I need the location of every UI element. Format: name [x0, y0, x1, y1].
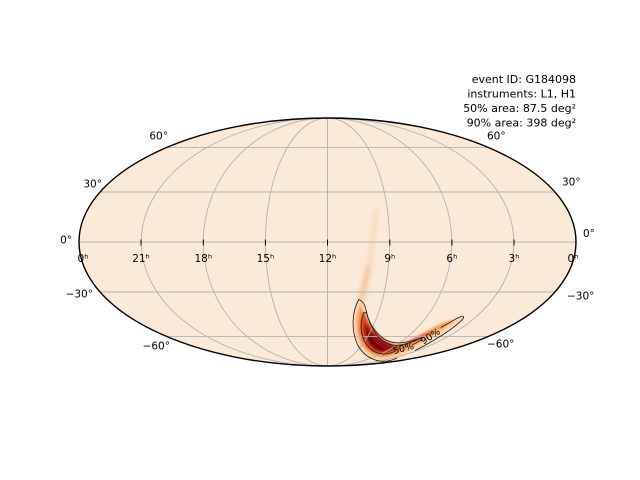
declination-labels-right: 60° 30° 0° −30° −60°: [487, 131, 595, 351]
hour-label-0h-left: 0ʰ: [78, 253, 89, 265]
equator-ticks: [140, 239, 515, 246]
dec-label-right-30n: 30°: [562, 177, 581, 189]
hour-label-18h: 18ʰ: [194, 253, 212, 265]
hour-label-3h: 3ʰ: [509, 253, 520, 265]
hour-label-0h-right: 0ʰ: [568, 253, 579, 265]
declination-labels-left: 60° 30° 0° −30° −60°: [60, 131, 170, 353]
credible-contours: [352, 299, 464, 362]
sky-map-outline: [78, 117, 577, 367]
contour-90-tail: [414, 315, 464, 351]
contour-50-left: [360, 313, 397, 355]
area-50-text: 50% area: 87.5 deg²: [463, 102, 576, 115]
dec-label-right-60s: −60°: [487, 339, 514, 351]
dec-label-left-60n: 60°: [149, 131, 168, 143]
dec-label-left-30n: 30°: [83, 179, 102, 191]
hour-label-6h: 6ʰ: [446, 253, 457, 265]
contour-90-outer: [352, 299, 398, 362]
dec-label-right-30s: −30°: [567, 291, 594, 303]
event-annotation: event ID: G184098 instruments: L1, H1 50…: [463, 73, 576, 130]
hour-label-21h: 21ʰ: [132, 253, 150, 265]
hour-label-15h: 15ʰ: [257, 253, 275, 265]
dec-label-left-0: 0°: [60, 235, 72, 247]
contour-50-right: [363, 311, 423, 346]
contour-90-inner: [358, 299, 423, 346]
hour-label-9h: 9ʰ: [384, 253, 395, 265]
event-id-text: event ID: G184098: [472, 73, 576, 86]
dec-label-right-60n: 60°: [487, 131, 506, 143]
hour-tick-labels: 0ʰ 21ʰ 18ʰ 15ʰ 12ʰ 9ʰ 6ʰ 3ʰ 0ʰ: [78, 253, 579, 265]
instruments-text: instruments: L1, H1: [467, 88, 576, 101]
heat-layer-core: [366, 331, 387, 351]
dec-label-left-30s: −30°: [66, 289, 93, 301]
dec-label-right-0: 0°: [583, 228, 595, 240]
area-90-text: 90% area: 398 deg²: [467, 117, 576, 130]
dec-label-left-60s: −60°: [143, 341, 170, 353]
hour-label-12h: 12ʰ: [319, 253, 337, 265]
contour-label-50: 50%: [392, 341, 415, 357]
